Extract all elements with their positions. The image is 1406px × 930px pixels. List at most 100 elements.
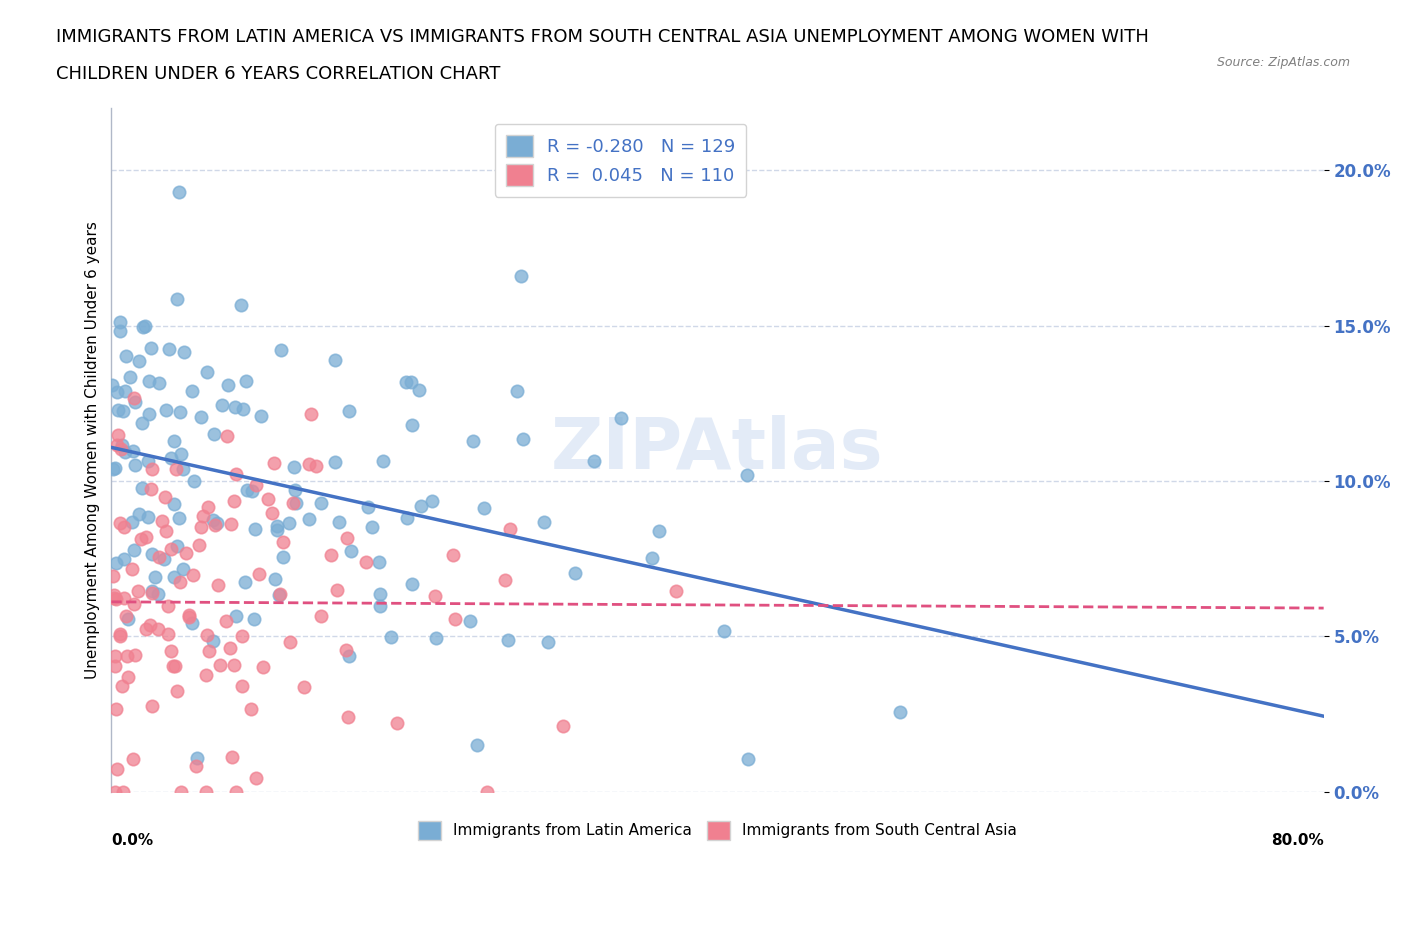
Point (231, 679, 253, 694)
Point (250, 408, 273, 423)
Point (117, 611, 139, 626)
Point (165, 461, 187, 476)
Point (354, 554, 377, 569)
Point (128, 507, 150, 522)
Point (461, 433, 484, 448)
Point (396, 511, 419, 525)
Point (266, 523, 288, 538)
Text: Source: ZipAtlas.com: Source: ZipAtlas.com (1216, 56, 1350, 69)
Point (108, 626, 131, 641)
Point (111, 437, 134, 452)
Point (170, 446, 193, 461)
Point (533, 514, 555, 529)
Point (105, 437, 128, 452)
Point (284, 483, 307, 498)
Point (340, 543, 363, 558)
Point (124, 458, 146, 472)
Text: 80.0%: 80.0% (1271, 833, 1323, 848)
Point (112, 591, 135, 605)
Point (131, 481, 153, 496)
Point (218, 640, 240, 655)
Point (235, 374, 257, 389)
Point (166, 684, 188, 698)
Point (163, 433, 186, 448)
Point (188, 538, 211, 552)
Point (245, 522, 267, 537)
Point (108, 314, 131, 329)
Point (117, 670, 139, 684)
Point (169, 575, 191, 590)
Point (114, 383, 136, 398)
Point (309, 608, 332, 623)
Point (219, 516, 242, 531)
Point (326, 583, 349, 598)
Point (101, 569, 124, 584)
Point (278, 516, 301, 531)
Point (153, 489, 176, 504)
Point (319, 548, 342, 563)
Point (136, 510, 159, 525)
Point (335, 643, 357, 658)
Point (368, 555, 391, 570)
Point (225, 466, 247, 481)
Point (281, 496, 304, 511)
Point (190, 520, 212, 535)
Point (103, 648, 125, 663)
Point (283, 459, 305, 474)
Point (395, 374, 418, 389)
Point (641, 551, 664, 565)
Point (148, 550, 170, 565)
Point (551, 718, 574, 733)
Point (160, 450, 183, 465)
Point (222, 494, 245, 509)
Point (112, 520, 135, 535)
Point (537, 634, 560, 649)
Point (115, 648, 138, 663)
Point (328, 514, 350, 529)
Point (231, 629, 253, 644)
Point (186, 759, 208, 774)
Point (494, 572, 516, 587)
Point (475, 785, 498, 800)
Point (201, 512, 224, 527)
Point (127, 583, 149, 598)
Point (583, 453, 606, 468)
Point (239, 702, 262, 717)
Point (110, 629, 132, 644)
Point (104, 658, 127, 673)
Point (368, 598, 391, 613)
Point (190, 410, 212, 425)
Point (207, 578, 229, 592)
Point (408, 382, 430, 397)
Point (889, 704, 911, 719)
Point (496, 632, 519, 647)
Point (387, 715, 409, 730)
Point (267, 587, 290, 602)
Point (564, 565, 586, 580)
Point (141, 546, 163, 561)
Point (458, 614, 481, 629)
Point (193, 509, 215, 524)
Point (284, 496, 307, 511)
Point (737, 751, 759, 766)
Point (135, 530, 157, 545)
Point (713, 623, 735, 638)
Point (197, 499, 219, 514)
Point (240, 483, 263, 498)
Point (360, 519, 382, 534)
Point (162, 569, 184, 584)
Point (174, 545, 197, 560)
Point (173, 345, 195, 360)
Point (465, 737, 488, 752)
Point (108, 324, 131, 339)
Point (121, 562, 143, 577)
Point (141, 481, 163, 496)
Point (337, 404, 360, 418)
Point (122, 751, 145, 766)
Point (224, 400, 246, 415)
Point (298, 457, 321, 472)
Point (110, 442, 132, 457)
Point (114, 445, 136, 459)
Point (224, 658, 246, 672)
Point (444, 611, 467, 626)
